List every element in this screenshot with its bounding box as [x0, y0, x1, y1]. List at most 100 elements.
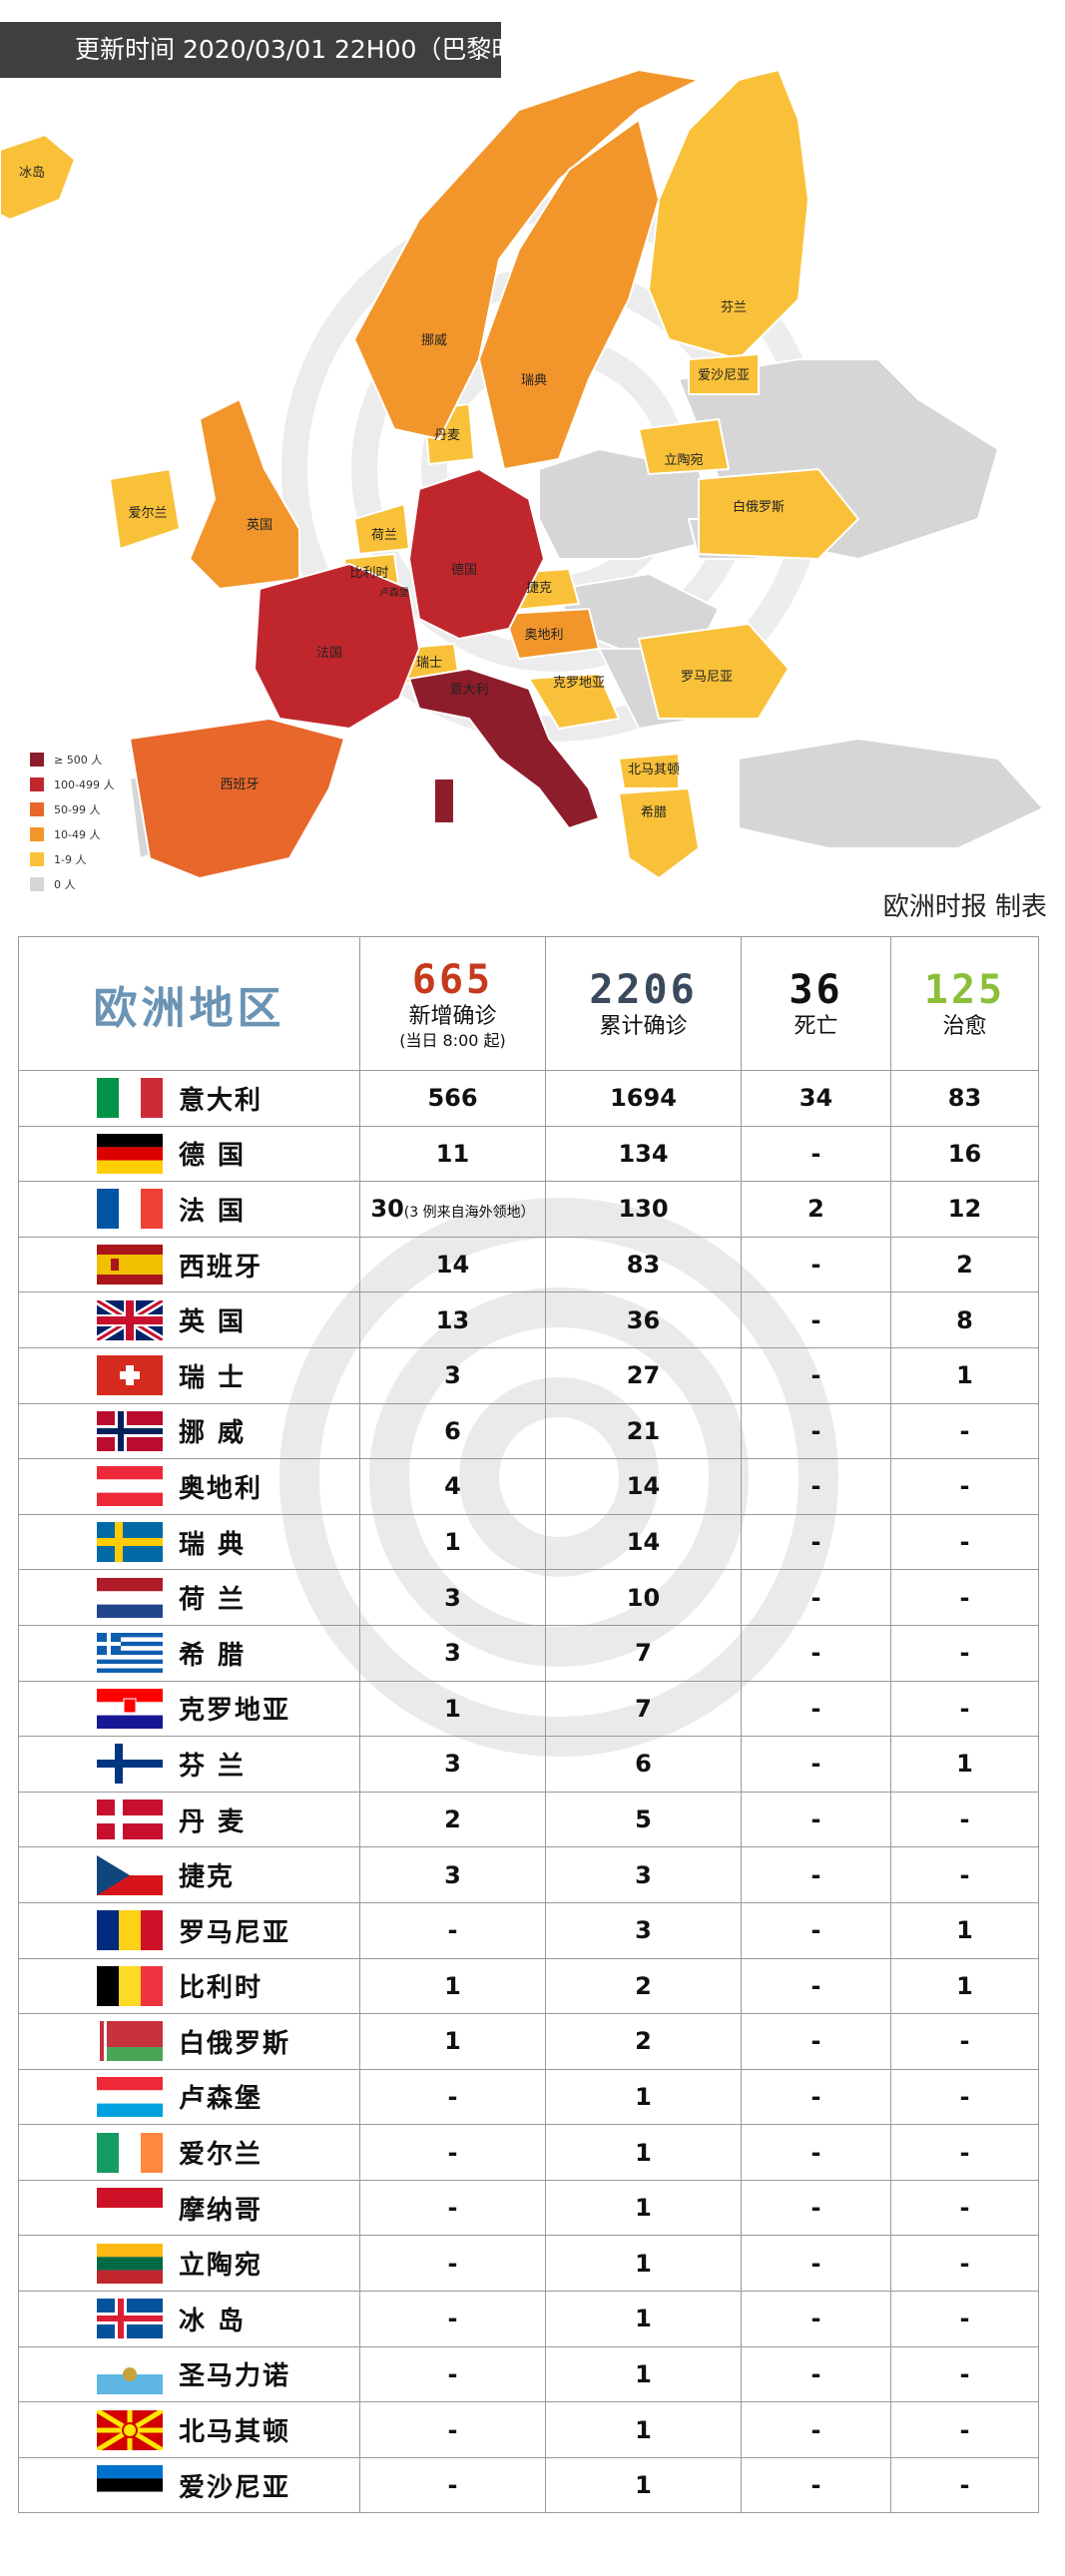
new-cases-cell: 14: [359, 1236, 546, 1293]
greece-flag-icon: [97, 1633, 163, 1674]
legend-swatch: [30, 752, 44, 767]
new-cases-cell: 11: [359, 1125, 546, 1183]
estonia-flag-icon: [97, 2465, 163, 2506]
new-cases-value: 3: [444, 1361, 461, 1390]
map-label-belarus: 白俄罗斯: [733, 499, 785, 515]
deaths-total: 36: [789, 966, 843, 1013]
total-cases-cell: 7: [545, 1624, 742, 1682]
map-label-iceland: 冰岛: [19, 165, 45, 181]
czech-flag-icon: [97, 1854, 163, 1895]
country-cell: 捷克: [18, 1846, 360, 1903]
region-title-text: 欧洲地区: [93, 982, 285, 1034]
deaths-cell: -: [741, 2179, 891, 2237]
country-name: 英 国: [179, 1307, 247, 1338]
cured-cell: -: [890, 1846, 1039, 1903]
country-name: 爱尔兰: [179, 2140, 264, 2171]
country-name: 白俄罗斯: [179, 2028, 291, 2059]
map-label-norway: 挪威: [421, 333, 447, 348]
new-cases-cell: 1: [359, 1957, 546, 2015]
total-cases-cell: 3: [545, 1846, 742, 1903]
total-cases-cell: 83: [545, 1236, 742, 1293]
table-row: 北马其顿 - 1 - -: [18, 2401, 1039, 2458]
total-cases-cell: 2: [545, 2013, 742, 2070]
map-label-czech: 捷克: [526, 581, 552, 596]
new-cases-value: 1: [444, 1528, 461, 1557]
map-label-ireland: 爱尔兰: [128, 506, 167, 521]
deaths-label: 死亡: [794, 1013, 838, 1039]
new-cases-cell: 2: [359, 1791, 546, 1848]
table-row: 爱沙尼亚 - 1 - -: [18, 2456, 1039, 2514]
new-cases-cell: -: [359, 2179, 546, 2237]
uk-flag-icon: [97, 1299, 163, 1340]
country-cell: 圣马力诺: [18, 2345, 360, 2403]
country-name: 比利时: [179, 1973, 264, 2004]
country-name: 荷 兰: [179, 1585, 247, 1616]
france-shape: [253, 562, 421, 731]
country-name: 爱沙尼亚: [179, 2472, 291, 2503]
total-cases-cell: 27: [545, 1346, 742, 1404]
sardinia-shape: [433, 777, 455, 824]
legend-item: ≥ 500 人: [30, 747, 114, 772]
new-cases-cell: -: [359, 2345, 546, 2403]
new-cases-cell: 6: [359, 1402, 546, 1460]
total-cases-label: 累计确诊: [599, 1013, 688, 1039]
total-cases-cell: 7: [545, 1680, 742, 1738]
country-cell: 意大利: [18, 1070, 360, 1127]
new-cases-cell: 566: [359, 1070, 546, 1127]
table-row: 罗马尼亚 - 3 - 1: [18, 1901, 1039, 1959]
new-cases-cell: 13: [359, 1291, 546, 1348]
total-cases-cell: 134: [545, 1125, 742, 1183]
total-cases-cell: 36: [545, 1291, 742, 1348]
country-cell: 西班牙: [18, 1236, 360, 1293]
cured-cell: 2: [890, 1236, 1039, 1293]
new-cases-cell: 1: [359, 1680, 546, 1738]
map-label-uk: 英国: [247, 518, 272, 533]
new-cases-note: (3 例来自海外领地）: [403, 1205, 535, 1222]
legend-label: 50-99 人: [54, 802, 101, 816]
total-cases-cell: 1: [545, 2068, 742, 2126]
country-cell: 克罗地亚: [18, 1680, 360, 1738]
deaths-cell: -: [741, 2456, 891, 2514]
sweden-shape: [477, 118, 661, 471]
cured-cell: -: [890, 1402, 1039, 1460]
map-label-croatia: 克罗地亚: [553, 676, 605, 691]
country-name: 冰 岛: [179, 2306, 247, 2336]
map-label-denmark: 丹麦: [434, 428, 460, 443]
map-label-netherlands: 荷兰: [371, 528, 397, 543]
country-name: 罗马尼亚: [179, 1917, 291, 1948]
spain-flag-icon: [97, 1245, 163, 1286]
total-cases-cell: 14: [545, 1458, 742, 1515]
map-50-99-countries: [128, 717, 346, 880]
country-name: 卢森堡: [179, 2084, 264, 2115]
country-name: 希 腊: [179, 1640, 247, 1671]
new-cases-value: -: [447, 2138, 458, 2167]
country-cell: 英 国: [18, 1291, 360, 1348]
deaths-cell: -: [741, 1125, 891, 1183]
table-row: 西班牙 14 83 - 2: [18, 1236, 1039, 1293]
cured-cell: 1: [890, 1346, 1039, 1404]
table-row: 荷 兰 3 10 - -: [18, 1569, 1039, 1626]
europe-map: 冰岛 芬兰 挪威 瑞典 爱沙尼亚 丹麦 立陶宛 白俄罗斯 爱尔兰 英国 荷兰 比…: [0, 68, 1045, 880]
table-row: 圣马力诺 - 1 - -: [18, 2345, 1039, 2403]
country-cell: 德 国: [18, 1125, 360, 1183]
new-cases-value: 13: [435, 1305, 470, 1334]
table-row: 摩纳哥 - 1 - -: [18, 2179, 1039, 2237]
deaths-cell: -: [741, 1680, 891, 1738]
table-row: 丹 麦 2 5 - -: [18, 1791, 1039, 1848]
legend-swatch: [30, 776, 44, 791]
new-cases-cell: 3: [359, 1569, 546, 1626]
country-cell: 冰 岛: [18, 2291, 360, 2347]
map-legend: ≥ 500 人 100-499 人 50-99 人 10-49 人 1-9 人 …: [30, 747, 114, 896]
country-cell: 瑞 士: [18, 1346, 360, 1404]
map-label-sweden: 瑞典: [521, 373, 547, 388]
map-label-romania: 罗马尼亚: [681, 670, 733, 685]
romania-shape: [637, 622, 791, 720]
new-cases-value: 1: [444, 1971, 461, 2000]
deaths-cell: -: [741, 2401, 891, 2458]
legend-label: 0 人: [54, 877, 76, 891]
new-cases-label: 新增确诊: [408, 1003, 497, 1029]
cured-cell: 16: [890, 1125, 1039, 1183]
norway-flag-icon: [97, 1410, 163, 1451]
total-cases-cell: 1: [545, 2345, 742, 2403]
legend-swatch: [30, 826, 44, 841]
